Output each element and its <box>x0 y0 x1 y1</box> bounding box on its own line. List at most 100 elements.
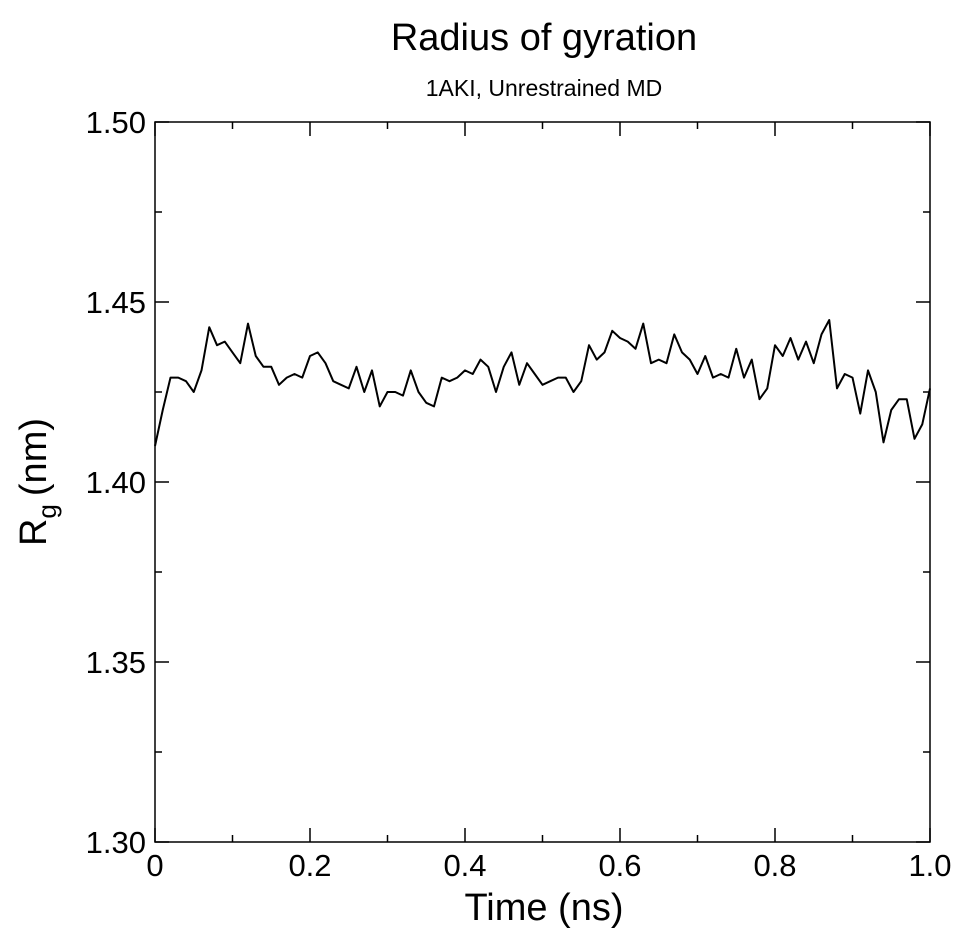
data-point <box>751 359 753 361</box>
data-point <box>766 387 768 389</box>
data-point <box>433 405 435 407</box>
data-point <box>201 369 203 371</box>
data-point <box>456 377 458 379</box>
data-point <box>247 323 249 325</box>
data-point <box>255 355 257 357</box>
y-axis-label-main: R <box>13 519 55 546</box>
data-point <box>573 391 575 393</box>
data-point <box>263 366 265 368</box>
data-point <box>464 369 466 371</box>
data-point <box>759 398 761 400</box>
data-point <box>875 391 877 393</box>
data-point <box>286 377 288 379</box>
data-point <box>301 377 303 379</box>
data-point <box>790 337 792 339</box>
data-point <box>441 377 443 379</box>
y-tick-labels: 1.30 1.35 1.40 1.45 1.50 <box>86 105 146 860</box>
data-point <box>371 369 373 371</box>
x-tick-label: 0.8 <box>753 848 796 883</box>
data-point <box>844 373 846 375</box>
data-point <box>208 326 210 328</box>
data-point <box>534 373 536 375</box>
data-point <box>317 351 319 353</box>
y-tick-label: 1.30 <box>86 825 146 860</box>
data-point <box>472 373 474 375</box>
data-point <box>154 445 156 447</box>
data-point <box>177 377 179 379</box>
data-point <box>549 380 551 382</box>
data-point <box>239 362 241 364</box>
data-point <box>332 380 334 382</box>
y-tick-label: 1.40 <box>86 465 146 500</box>
data-point <box>363 391 365 393</box>
data-point <box>518 384 520 386</box>
x-axis-label: Time (ns) <box>464 887 623 929</box>
chart-subtitle: 1AKI, Unrestrained MD <box>426 75 662 101</box>
y-tick-label: 1.45 <box>86 285 146 320</box>
data-point <box>425 402 427 404</box>
data-point <box>689 359 691 361</box>
data-point <box>728 377 730 379</box>
data-point <box>604 351 606 353</box>
data-point <box>294 373 296 375</box>
data-point <box>216 344 218 346</box>
data-point <box>813 362 815 364</box>
rg-series-line <box>154 319 931 447</box>
data-point <box>859 413 861 415</box>
data-point <box>720 373 722 375</box>
data-point <box>309 355 311 357</box>
y-tick-label: 1.50 <box>86 105 146 140</box>
data-point <box>487 366 489 368</box>
y-tick-label: 1.35 <box>86 645 146 680</box>
data-point <box>611 330 613 332</box>
x-tick-label: 0.6 <box>598 848 641 883</box>
data-point <box>224 341 226 343</box>
data-point <box>410 369 412 371</box>
x-tick-label: 0 <box>146 848 163 883</box>
data-point <box>642 323 644 325</box>
y-axis-label-unit: (nm) <box>13 418 55 496</box>
data-point <box>580 380 582 382</box>
chart-title: Radius of gyration <box>391 17 697 59</box>
data-point <box>418 391 420 393</box>
data-point <box>379 405 381 407</box>
data-point <box>852 377 854 379</box>
data-point <box>635 348 637 350</box>
data-point <box>394 391 396 393</box>
data-point <box>232 351 234 353</box>
data-point <box>906 398 908 400</box>
data-point <box>828 319 830 321</box>
x-tick-label: 0.2 <box>288 848 331 883</box>
data-point <box>185 380 187 382</box>
data-point <box>929 387 931 389</box>
data-point <box>170 377 172 379</box>
data-point <box>712 377 714 379</box>
data-point <box>340 384 342 386</box>
data-point <box>278 384 280 386</box>
data-point <box>666 362 668 364</box>
data-point <box>681 351 683 353</box>
data-point <box>805 341 807 343</box>
plot-frame <box>154 121 931 843</box>
data-point <box>402 395 404 397</box>
data-point <box>542 384 544 386</box>
data-point <box>836 387 838 389</box>
data-point <box>495 391 497 393</box>
data-point <box>673 333 675 335</box>
axis-ticks <box>154 121 931 843</box>
data-point <box>867 369 869 371</box>
data-point <box>348 387 350 389</box>
x-tick-label: 0.4 <box>443 848 486 883</box>
data-point <box>588 344 590 346</box>
data-point <box>914 438 916 440</box>
data-point <box>557 377 559 379</box>
data-point <box>619 337 621 339</box>
data-point <box>743 377 745 379</box>
data-point <box>526 362 528 364</box>
data-points <box>154 319 931 447</box>
data-point <box>697 373 699 375</box>
data-point <box>650 362 652 364</box>
data-point <box>565 377 567 379</box>
y-axis-label: Rg (nm) <box>13 418 62 546</box>
